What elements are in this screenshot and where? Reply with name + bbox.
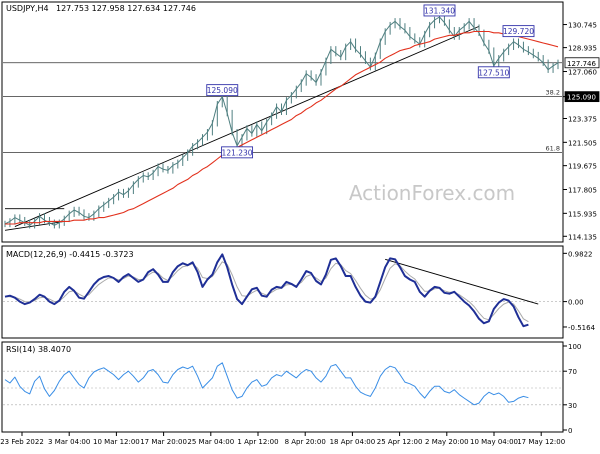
macd-axis-tick-label: 0.00 [568,299,584,307]
x-tick-label: 17 May 12:00 [517,438,565,446]
x-tick-label: 18 Apr 04:00 [330,438,376,446]
fib-label: 61.8 [546,145,560,153]
x-tick-label: 25 Mar 04:00 [187,438,234,446]
level-tag-label: 125.090 [567,94,596,102]
macd-trend-line [385,258,539,305]
swing-label: 129.720 [503,27,534,36]
macd-signal-line [5,261,529,323]
price-line [4,16,559,226]
swing-label-box [477,66,510,79]
moving-average-line [5,30,559,225]
fib-label: 38.2 [546,89,560,97]
swing-label-box [502,25,535,38]
rsi-axis-tick-label: 100 [568,343,581,351]
symbol-label: USDJPY,H4 [6,4,49,13]
swing-label-box [221,146,254,159]
price-axis-tick-label: 114.135 [568,233,597,241]
x-tick-label: 10 Mar 12:00 [93,438,140,446]
swing-label: 127.510 [478,68,509,77]
swing-label: 125.090 [207,86,238,95]
watermark: ActionForex.com [349,181,515,205]
price-axis-tick-label: 130.745 [568,22,597,30]
price-axis-tick-label: 128.935 [568,45,597,53]
level-tag [564,57,600,69]
macd-title: MACD(12,26,9) -0.4415 -0.3723 [6,250,134,259]
level-tag-label: 127.746 [567,60,596,68]
macd-axis-tick-label: 0.9822 [568,250,593,258]
rsi-axis-tick-label: 30 [568,402,577,410]
x-tick-label: 10 May 04:00 [470,438,518,446]
x-tick-label: 23 Feb 2022 [0,438,44,446]
price-axis-tick-label: 121.505 [568,139,597,147]
price-axis-tick-label: 127.060 [568,69,597,77]
price-axis-tick-label: 117.805 [568,186,597,194]
ohlc-readout: 127.753 127.958 127.634 127.746 [56,4,196,13]
rsi-axis-tick-label: 70 [568,368,577,376]
x-tick-label: 1 Apr 12:00 [237,438,278,446]
rsi-title: RSI(14) 38.4070 [6,345,71,354]
macd-axis-tick-label: -0.5164 [568,324,596,332]
price-axis-tick-label: 115.935 [568,210,597,218]
price-chart: 130.745 128.935 127.060 125.090 123.375 121.5… [3,4,600,241]
x-tick-label: 8 Apr 20:00 [285,438,326,446]
macd-panel-frame [1,245,564,339]
price-panel-frame [1,1,564,243]
x-tick-label: 17 Mar 20:00 [140,438,187,446]
x-tick-label: 25 Apr 12:00 [377,438,423,446]
swing-label: 131.340 [424,6,455,15]
x-tick-label: 3 Mar 04:00 [48,438,90,446]
swing-label-box [206,84,239,97]
price-axis-tick-label: 123.375 [568,115,597,123]
macd-line [4,253,529,328]
rsi-line [4,362,529,406]
x-axis: 23 Feb 2022 3 Mar 04:00 10 Mar 12:00 17 Mar… [0,432,565,446]
swing-label: 121.230 [222,148,253,157]
x-tick-label: 2 May 20:00 [425,438,469,446]
price-axis-tick-label: 119.675 [568,163,597,171]
swing-label-box [423,4,456,17]
rsi-axis-tick-label: 0 [568,427,572,435]
macd-chart: 0.9822 0.00 -0.5164 [3,250,596,332]
rsi-chart: 100 70 30 0 [3,343,581,435]
level-tag [564,91,600,103]
rsi-panel-frame [1,341,564,433]
